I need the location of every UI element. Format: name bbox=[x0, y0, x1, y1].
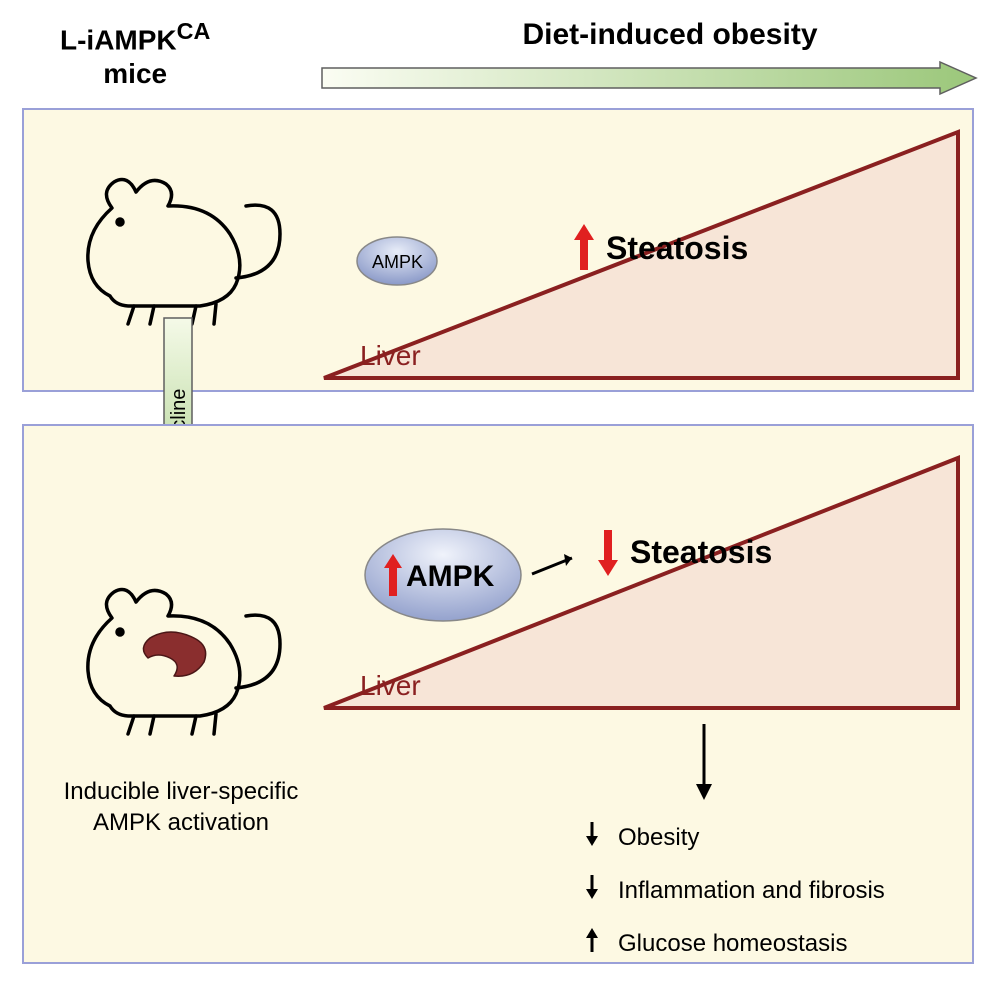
steatosis-label-top: Steatosis bbox=[606, 230, 748, 267]
panel-bottom: Inducible liver-specific AMPK activation… bbox=[22, 424, 974, 964]
outcome-text: Glucose homeostasis bbox=[618, 930, 847, 958]
outcome-row: Glucose homeostasis bbox=[582, 926, 885, 961]
up-arrow-icon-top bbox=[572, 222, 596, 274]
ampk-label-small: AMPK bbox=[372, 252, 423, 273]
bottom-caption: Inducible liver-specific AMPK activation bbox=[52, 776, 310, 838]
outcomes-list: Obesity Inflammation and fibrosis Glucose … bbox=[582, 820, 885, 979]
ampk-label-big: AMPK bbox=[406, 560, 494, 594]
header-left-title: L-iAMPKCA mice bbox=[60, 18, 210, 91]
up-arrow-icon-ampk bbox=[382, 552, 404, 600]
header-left-line2: mice bbox=[103, 58, 167, 89]
down-arrow-icon-steatosis bbox=[596, 526, 620, 578]
outcome-row: Inflammation and fibrosis bbox=[582, 873, 885, 908]
outcome-row: Obesity bbox=[582, 820, 885, 855]
steatosis-label-bottom: Steatosis bbox=[630, 534, 772, 571]
up-arrow-icon bbox=[582, 926, 618, 961]
outcome-text: Obesity bbox=[618, 824, 699, 852]
outcome-text: Inflammation and fibrosis bbox=[618, 877, 885, 905]
liver-label-bottom: Liver bbox=[360, 670, 421, 702]
header-left-line1: L-iAMPK bbox=[60, 24, 177, 55]
vertical-down-arrow-icon bbox=[692, 722, 716, 804]
header-right-title: Diet-induced obesity bbox=[420, 18, 920, 52]
small-arrow-icon bbox=[528, 548, 588, 584]
caption-line1: Inducible liver-specific bbox=[64, 778, 299, 805]
diet-arrow-icon bbox=[320, 60, 980, 100]
down-arrow-icon bbox=[582, 873, 618, 908]
header-left-sup: CA bbox=[177, 18, 211, 44]
down-arrow-icon bbox=[582, 820, 618, 855]
liver-label-top: Liver bbox=[360, 340, 421, 372]
caption-line2: AMPK activation bbox=[93, 809, 269, 836]
header-region: L-iAMPKCA mice Diet-induced obesity bbox=[0, 18, 996, 98]
